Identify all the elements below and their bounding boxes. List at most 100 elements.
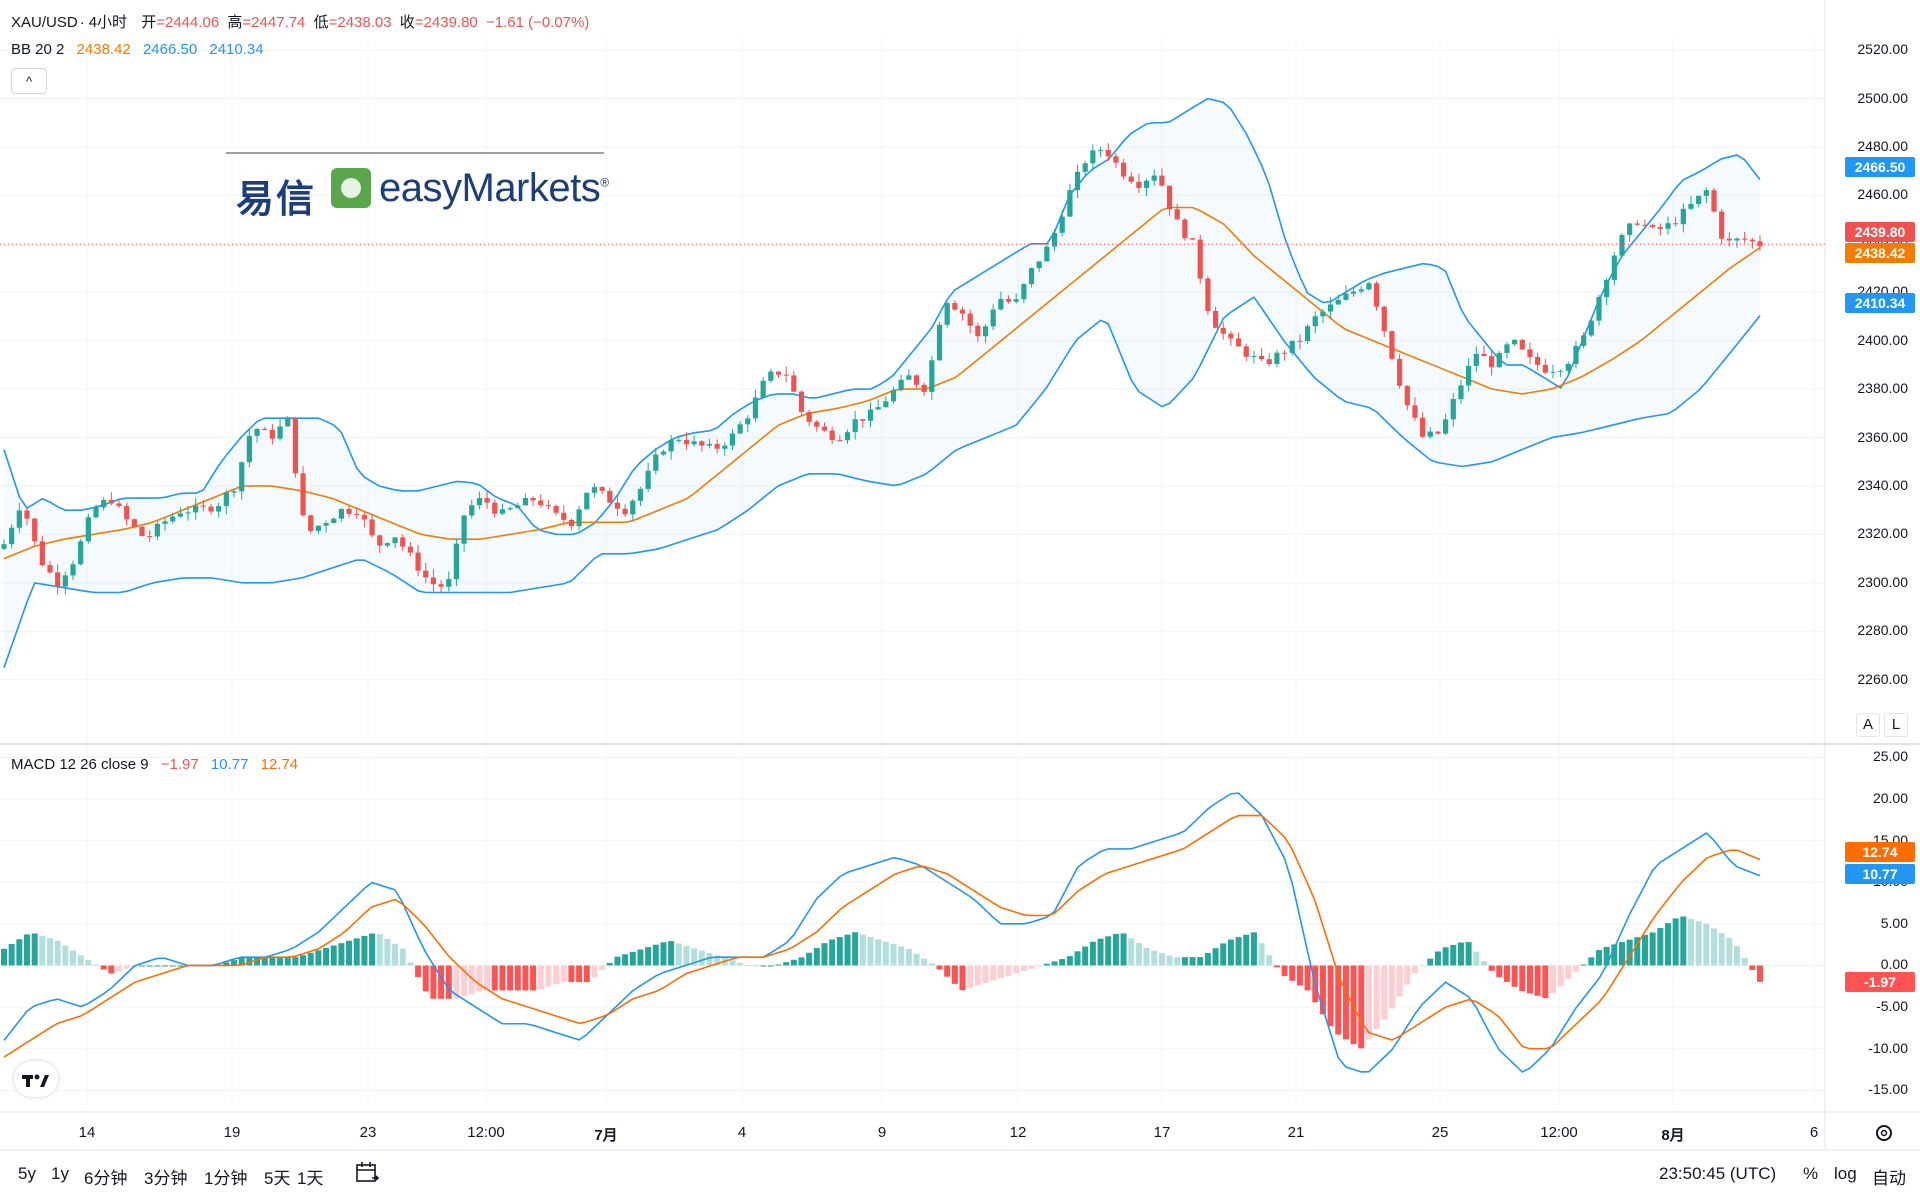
- macd-histogram-bar: [1220, 943, 1227, 966]
- macd-histogram-bar: [568, 965, 575, 983]
- log-toggle-button[interactable]: log: [1834, 1164, 1857, 1183]
- logo-reg-mark: ®: [600, 175, 609, 190]
- goto-date-icon[interactable]: [352, 1158, 382, 1188]
- auto-scale-button[interactable]: A: [1856, 713, 1880, 737]
- macd-histogram-bar: [1043, 963, 1050, 966]
- candle-body: [1558, 370, 1564, 372]
- settings-gear-icon[interactable]: [1873, 1122, 1895, 1144]
- macd-histogram-bar: [484, 965, 491, 991]
- macd-histogram-bar: [47, 938, 54, 966]
- candle-body: [1412, 405, 1418, 418]
- tradingview-logo-icon[interactable]: [14, 1061, 58, 1097]
- macd-histogram-bar: [54, 940, 61, 966]
- candle-body: [760, 380, 766, 398]
- range-button[interactable]: 6分钟: [84, 1169, 128, 1188]
- log-scale-button[interactable]: L: [1884, 713, 1908, 737]
- candle-body: [1082, 163, 1088, 172]
- macd-histogram-bar: [491, 965, 498, 991]
- symbol-legend[interactable]: XAU/USD · 4小时 开=2444.06 高=2447.74 低=2438.0…: [11, 11, 593, 32]
- macd-histogram-bar: [928, 963, 935, 966]
- candle-body: [392, 537, 398, 544]
- macd-histogram-bar: [1074, 951, 1081, 966]
- candle-body: [1496, 352, 1502, 368]
- macd-histogram-bar: [997, 965, 1004, 979]
- candle-body: [722, 445, 728, 449]
- macd-histogram-bar: [154, 965, 161, 967]
- macd-histogram-bar: [744, 965, 751, 967]
- macd-tick-label: -5.00: [1876, 998, 1908, 1015]
- time-tick-label: 12:00: [467, 1124, 505, 1141]
- candle-body: [1197, 239, 1203, 279]
- macd-histogram-bar: [1212, 948, 1219, 966]
- candle-body: [1235, 338, 1242, 347]
- candle-body: [200, 505, 206, 507]
- macd-histogram-bar: [507, 965, 514, 991]
- auto-toggle-button[interactable]: 自动: [1872, 1169, 1906, 1188]
- close-label: 收: [399, 14, 415, 31]
- bb-legend[interactable]: BB 20 2 2438.42 2466.50 2410.34: [11, 41, 268, 58]
- macd-tick-label: 25.00: [1872, 748, 1908, 765]
- range-button[interactable]: 5天: [264, 1169, 291, 1188]
- macd-hist-value: −1.97: [160, 756, 199, 773]
- candle-body: [752, 397, 759, 419]
- macd-histogram-bar: [116, 965, 123, 972]
- macd-histogram-bar: [890, 944, 897, 966]
- legend-sep: ·: [79, 14, 85, 31]
- candle-body: [1404, 385, 1410, 406]
- percent-scale-button[interactable]: %: [1803, 1164, 1819, 1183]
- macd-histogram-bar: [1281, 965, 1288, 976]
- macd-histogram-bar: [24, 934, 31, 966]
- symbol-name: XAU/USD: [11, 14, 78, 31]
- utc-clock[interactable]: 23:50:45 (UTC): [1659, 1164, 1777, 1183]
- easymarkets-logo: 易信 easyMarkets®: [226, 152, 609, 221]
- eq-sign: =: [414, 14, 424, 31]
- macd-histogram-bar: [307, 952, 314, 966]
- candle-body: [844, 432, 851, 441]
- macd-histogram-bar: [146, 965, 153, 967]
- candle-body: [354, 513, 360, 515]
- macd-histogram-bar: [836, 937, 843, 966]
- macd-histogram-bar: [1020, 965, 1027, 972]
- bb-upper-tag: 2466.50: [1845, 157, 1915, 177]
- macd-histogram-bar: [1166, 955, 1173, 966]
- macd-name: MACD 12 26 close 9: [11, 756, 149, 773]
- candle-body: [1297, 340, 1303, 342]
- macd-histogram-bar: [829, 939, 836, 966]
- range-button[interactable]: 1y: [51, 1164, 69, 1183]
- macd-histogram-bar: [1028, 965, 1035, 969]
- candle-body: [1228, 333, 1234, 339]
- macd-histogram-bar: [369, 933, 376, 966]
- candle-body: [591, 487, 598, 493]
- macd-histogram-bar: [821, 943, 828, 966]
- macd-histogram-bar: [1427, 958, 1434, 966]
- candle-body: [323, 522, 329, 526]
- macd-legend[interactable]: MACD 12 26 close 9 −1.97 10.77 12.74: [11, 756, 302, 773]
- candle-body: [16, 510, 22, 528]
- macd-histogram-bar: [1174, 957, 1181, 966]
- range-button[interactable]: 1分钟: [204, 1169, 248, 1188]
- candle-body: [32, 518, 38, 542]
- candle-body: [1320, 311, 1326, 317]
- candle-body: [346, 508, 352, 514]
- macd-histogram-bar: [1419, 965, 1426, 967]
- macd-histogram-bar: [1733, 946, 1740, 966]
- range-button[interactable]: 5y: [18, 1164, 36, 1183]
- collapse-legend-button[interactable]: ^: [11, 68, 47, 94]
- candle-body: [70, 564, 76, 576]
- candle-body: [614, 502, 621, 509]
- candle-body: [85, 517, 91, 542]
- macd-histogram-bar: [1197, 957, 1204, 966]
- macd-histogram-bar: [1664, 923, 1671, 966]
- macd-histogram-bar: [62, 945, 69, 966]
- candle-body: [407, 546, 414, 553]
- range-button[interactable]: 3分钟: [144, 1169, 188, 1188]
- candle-body: [476, 498, 483, 506]
- macd-histogram-bar: [346, 940, 353, 966]
- macd-histogram-bar: [1151, 950, 1158, 966]
- candle-body: [584, 492, 590, 510]
- macd-histogram-bar: [1036, 965, 1043, 967]
- range-button[interactable]: 1天: [297, 1169, 324, 1188]
- candle-body: [47, 565, 53, 573]
- candle-body: [1373, 283, 1380, 307]
